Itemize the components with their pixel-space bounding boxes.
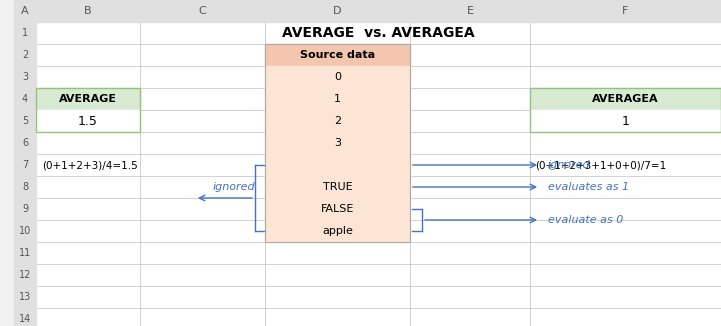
Bar — [410, 0, 530, 22]
Bar — [530, 88, 721, 132]
Text: 0: 0 — [334, 72, 341, 82]
Bar — [265, 132, 410, 154]
Text: evaluates as 1: evaluates as 1 — [548, 182, 629, 192]
Bar — [140, 0, 265, 22]
Text: 2: 2 — [22, 50, 28, 60]
Bar — [265, 44, 410, 66]
Text: E: E — [466, 6, 474, 16]
Bar — [265, 198, 410, 220]
Text: apple: apple — [322, 226, 353, 236]
Bar — [14, 286, 36, 308]
Text: FALSE: FALSE — [321, 204, 354, 214]
Bar — [14, 308, 36, 326]
Bar — [14, 110, 36, 132]
Text: AVERAGE  vs. AVERAGEA: AVERAGE vs. AVERAGEA — [282, 26, 475, 40]
Bar — [265, 44, 410, 242]
Text: 1.5: 1.5 — [78, 114, 98, 127]
Text: AVERAGE: AVERAGE — [59, 94, 117, 104]
Text: 1: 1 — [622, 114, 629, 127]
Text: B: B — [84, 6, 92, 16]
Text: 12: 12 — [19, 270, 31, 280]
Bar — [14, 242, 36, 264]
Bar — [14, 22, 36, 44]
Bar — [14, 66, 36, 88]
Bar — [14, 0, 36, 22]
Text: 1: 1 — [22, 28, 28, 38]
Text: AVERAGEA: AVERAGEA — [592, 94, 659, 104]
Bar — [36, 88, 140, 132]
Text: evaluate as 0: evaluate as 0 — [548, 215, 624, 225]
Text: Source data: Source data — [300, 50, 375, 60]
Bar — [530, 0, 721, 22]
Text: 2: 2 — [334, 116, 341, 126]
Text: 3: 3 — [22, 72, 28, 82]
Text: 1: 1 — [334, 94, 341, 104]
Bar — [14, 132, 36, 154]
Bar — [265, 110, 410, 132]
Text: ignored: ignored — [548, 160, 590, 170]
Bar — [14, 44, 36, 66]
Text: (0+1+2+3+1+0+0)/7=1: (0+1+2+3+1+0+0)/7=1 — [535, 160, 666, 170]
Bar — [530, 88, 721, 110]
Bar — [36, 0, 140, 22]
Bar — [36, 110, 140, 132]
Bar — [36, 88, 140, 110]
Text: TRUE: TRUE — [323, 182, 353, 192]
Bar — [265, 0, 410, 22]
Text: 11: 11 — [19, 248, 31, 258]
Bar — [14, 88, 36, 110]
Bar — [265, 66, 410, 88]
Bar — [14, 176, 36, 198]
Text: 14: 14 — [19, 314, 31, 324]
Text: A: A — [21, 6, 29, 16]
Text: 6: 6 — [22, 138, 28, 148]
Bar — [530, 110, 721, 132]
Text: 8: 8 — [22, 182, 28, 192]
Bar — [14, 264, 36, 286]
Text: (0+1+2+3)/4=1.5: (0+1+2+3)/4=1.5 — [42, 160, 138, 170]
Text: F: F — [622, 6, 629, 16]
Text: 10: 10 — [19, 226, 31, 236]
Bar — [14, 220, 36, 242]
Text: ignored: ignored — [213, 182, 255, 192]
Bar — [265, 220, 410, 242]
Bar — [14, 154, 36, 176]
Text: 7: 7 — [22, 160, 28, 170]
Bar — [14, 198, 36, 220]
Text: 3: 3 — [334, 138, 341, 148]
Bar — [265, 154, 410, 176]
Text: C: C — [198, 6, 206, 16]
Text: 9: 9 — [22, 204, 28, 214]
Bar — [265, 88, 410, 110]
Text: D: D — [333, 6, 342, 16]
Text: 13: 13 — [19, 292, 31, 302]
Text: 4: 4 — [22, 94, 28, 104]
Bar — [265, 176, 410, 198]
Text: 5: 5 — [22, 116, 28, 126]
